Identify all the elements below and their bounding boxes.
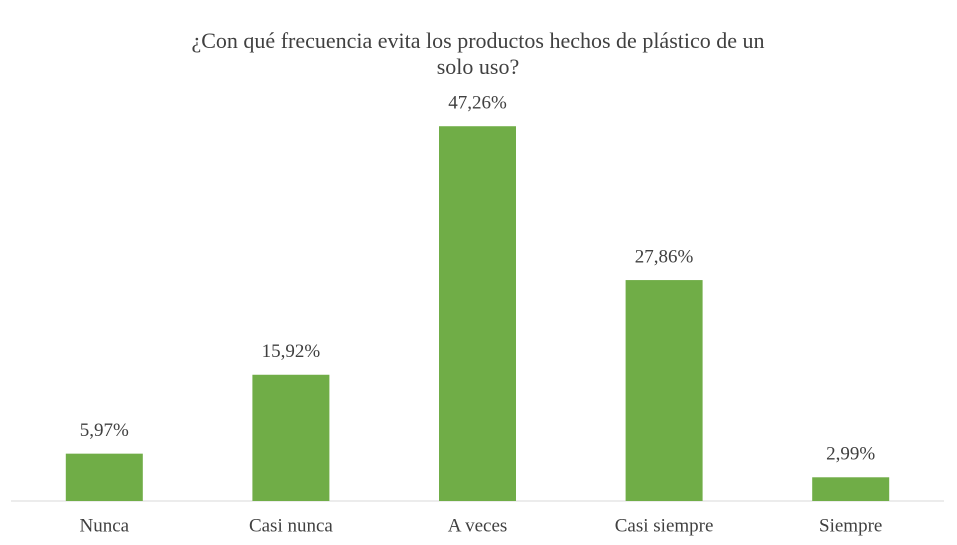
data-label: 2,99% — [826, 444, 875, 465]
bar — [439, 126, 516, 501]
bar — [252, 374, 330, 501]
data-label: 27,86% — [635, 246, 694, 267]
chart-title: ¿Con qué frecuencia evita los productos … — [191, 28, 765, 79]
bar — [625, 280, 703, 501]
bar — [65, 453, 143, 501]
data-label: 15,92% — [262, 341, 321, 362]
bar — [812, 477, 890, 501]
data-label: 47,26% — [448, 93, 507, 114]
x-tick-label: A veces — [448, 515, 508, 536]
x-tick-label: Casi siempre — [615, 515, 714, 536]
data-label: 5,97% — [80, 420, 129, 441]
x-tick-label: Casi nunca — [249, 515, 333, 536]
x-tick-label: Nunca — [80, 515, 130, 536]
x-tick-label: Siempre — [819, 515, 882, 536]
